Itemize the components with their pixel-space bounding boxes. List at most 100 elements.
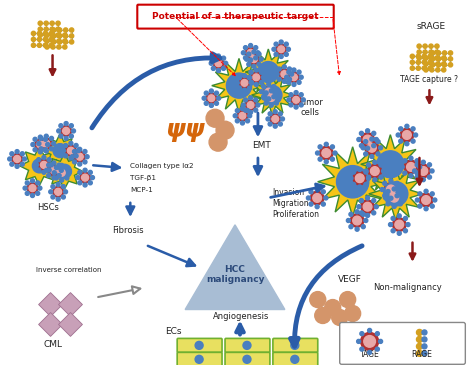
Circle shape — [289, 93, 293, 97]
Circle shape — [429, 50, 433, 54]
Circle shape — [55, 165, 58, 169]
Circle shape — [417, 343, 422, 350]
Circle shape — [389, 179, 393, 183]
Circle shape — [248, 110, 253, 114]
Circle shape — [257, 62, 261, 66]
Circle shape — [361, 200, 374, 213]
FancyBboxPatch shape — [137, 5, 334, 29]
Circle shape — [241, 103, 246, 107]
Circle shape — [430, 57, 435, 61]
Circle shape — [58, 40, 62, 44]
FancyBboxPatch shape — [273, 352, 318, 366]
Circle shape — [273, 124, 277, 128]
Circle shape — [422, 196, 430, 204]
Polygon shape — [212, 59, 266, 113]
Text: Non-malignancy: Non-malignancy — [373, 283, 442, 292]
Circle shape — [411, 139, 415, 143]
Circle shape — [386, 190, 390, 194]
Circle shape — [355, 210, 359, 214]
Circle shape — [403, 229, 408, 233]
Circle shape — [10, 152, 14, 156]
Circle shape — [206, 93, 217, 104]
Circle shape — [424, 68, 428, 72]
Circle shape — [380, 187, 384, 191]
Circle shape — [67, 147, 74, 154]
Circle shape — [358, 168, 362, 172]
Circle shape — [57, 33, 61, 37]
Circle shape — [292, 96, 300, 103]
Circle shape — [299, 75, 303, 79]
Circle shape — [278, 122, 283, 126]
Circle shape — [398, 187, 401, 191]
Circle shape — [248, 96, 253, 100]
Circle shape — [379, 146, 383, 150]
Circle shape — [383, 182, 408, 206]
Circle shape — [244, 98, 247, 102]
Circle shape — [273, 110, 277, 114]
Circle shape — [55, 188, 62, 195]
Circle shape — [289, 72, 299, 82]
Circle shape — [324, 142, 328, 146]
Circle shape — [306, 196, 310, 200]
Circle shape — [42, 170, 46, 174]
Circle shape — [330, 145, 335, 149]
Circle shape — [247, 102, 254, 108]
Circle shape — [410, 60, 414, 64]
Circle shape — [247, 75, 251, 79]
Circle shape — [50, 27, 54, 31]
Circle shape — [237, 86, 241, 90]
Circle shape — [428, 66, 432, 70]
Circle shape — [424, 62, 428, 66]
Text: HSCs: HSCs — [37, 203, 60, 212]
Circle shape — [244, 108, 247, 112]
Circle shape — [365, 129, 370, 133]
Circle shape — [272, 47, 276, 51]
Circle shape — [373, 160, 377, 164]
Circle shape — [392, 187, 396, 191]
Circle shape — [399, 139, 403, 143]
Circle shape — [290, 72, 293, 76]
Circle shape — [70, 28, 74, 32]
Circle shape — [48, 165, 59, 176]
Circle shape — [59, 168, 64, 172]
Circle shape — [52, 176, 56, 180]
Circle shape — [442, 56, 446, 60]
Circle shape — [60, 163, 64, 167]
Circle shape — [58, 34, 62, 38]
Circle shape — [57, 163, 61, 167]
Circle shape — [358, 185, 362, 189]
Circle shape — [44, 137, 47, 141]
Circle shape — [43, 37, 47, 41]
Circle shape — [355, 227, 359, 231]
Circle shape — [287, 80, 291, 84]
Circle shape — [270, 114, 281, 124]
Circle shape — [423, 50, 427, 54]
Circle shape — [442, 68, 446, 72]
Circle shape — [419, 193, 433, 207]
Circle shape — [424, 56, 428, 60]
Circle shape — [74, 151, 85, 162]
Circle shape — [370, 137, 374, 141]
Circle shape — [64, 40, 68, 44]
Circle shape — [402, 131, 411, 139]
Circle shape — [78, 181, 82, 185]
Circle shape — [57, 173, 61, 178]
Circle shape — [264, 91, 268, 95]
Circle shape — [414, 133, 418, 137]
Circle shape — [361, 133, 374, 146]
Circle shape — [415, 198, 419, 202]
Circle shape — [74, 143, 78, 147]
Circle shape — [325, 299, 341, 315]
Circle shape — [38, 150, 42, 154]
Circle shape — [424, 207, 428, 211]
Circle shape — [57, 129, 61, 133]
Circle shape — [422, 330, 427, 335]
Circle shape — [70, 34, 74, 38]
Circle shape — [64, 28, 68, 32]
Circle shape — [430, 169, 434, 173]
Circle shape — [421, 178, 425, 182]
Circle shape — [286, 47, 291, 51]
Circle shape — [403, 159, 407, 163]
Circle shape — [33, 137, 37, 141]
Circle shape — [318, 145, 322, 149]
